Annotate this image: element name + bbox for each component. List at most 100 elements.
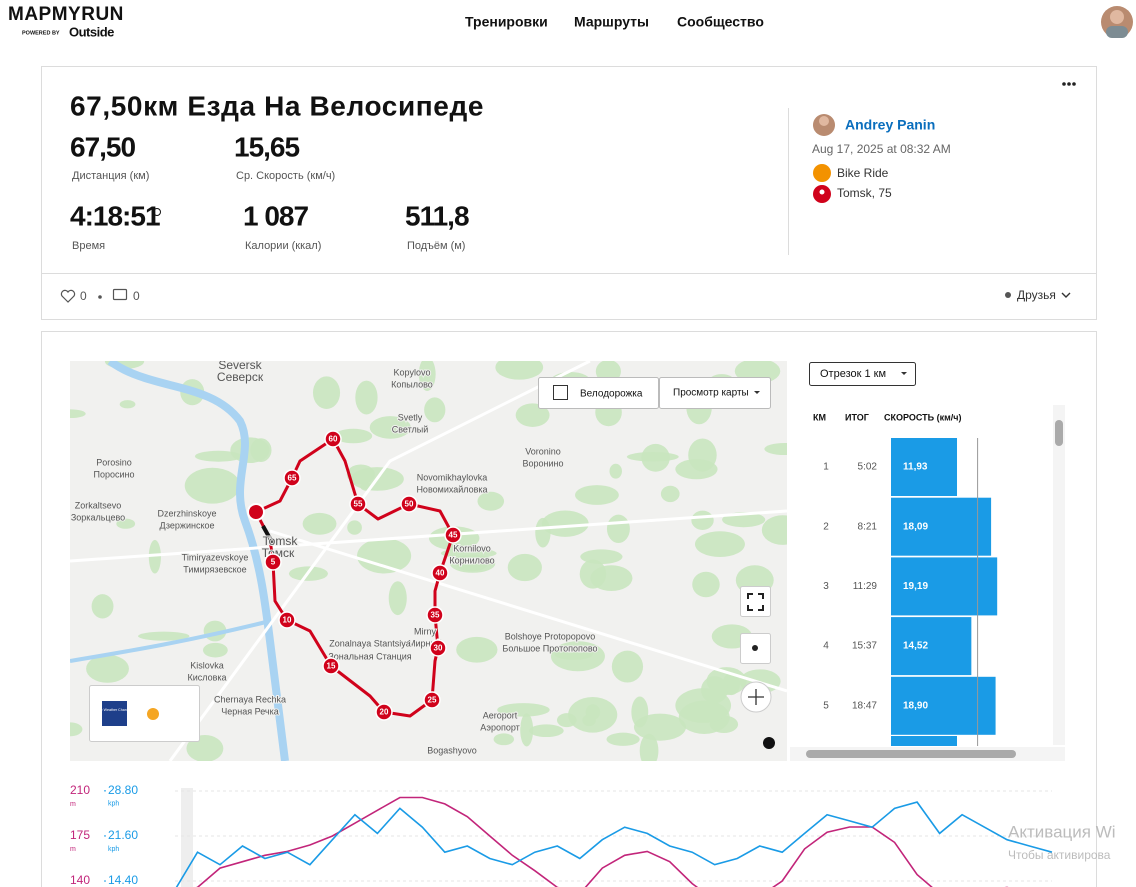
forest xyxy=(184,467,241,504)
route-start-segment xyxy=(261,525,275,545)
y-unit: m xyxy=(70,846,76,853)
forest xyxy=(529,724,564,738)
forest xyxy=(138,631,190,641)
map-control[interactable] xyxy=(740,586,771,617)
forest xyxy=(312,376,341,410)
layer-toggle[interactable] xyxy=(538,377,659,409)
table-header: КМ xyxy=(813,412,826,422)
more-dot[interactable] xyxy=(1062,82,1066,86)
like-icon[interactable] xyxy=(60,289,76,303)
map-label: Seversk xyxy=(218,358,262,372)
forest xyxy=(660,485,680,503)
speed-label: 11,93 xyxy=(903,462,928,473)
km-marker xyxy=(431,564,449,582)
speed-label: 18,90 xyxy=(903,700,928,711)
map-label: Timiryazevskoye xyxy=(182,552,249,562)
map-label: Северск xyxy=(217,370,264,384)
km-marker-label: 50 xyxy=(405,500,414,509)
road xyxy=(168,361,591,761)
map-label: Kornilovo xyxy=(453,543,491,553)
forest xyxy=(574,485,619,505)
map-label: Porosino xyxy=(96,457,132,467)
split-km: 2 xyxy=(823,521,829,532)
comment-icon[interactable] xyxy=(112,288,128,301)
map-label: Voronino xyxy=(525,446,561,456)
forest xyxy=(639,733,659,761)
map-label: Светлый xyxy=(392,424,429,434)
map-label: Кисловка xyxy=(187,672,226,682)
user-name[interactable]: Andrey Panin xyxy=(845,117,935,133)
forest xyxy=(230,437,270,464)
map-label: Zorkaltsevo xyxy=(75,500,122,510)
map-label: Копылово xyxy=(391,379,433,389)
focus-icon xyxy=(752,645,758,651)
privacy[interactable]: Друзья xyxy=(1017,288,1056,302)
map-label: Аэропорт xyxy=(480,722,520,732)
v-scrollbar-thumb[interactable] xyxy=(1055,420,1063,446)
layer-toggle-label[interactable]: Велодорожка xyxy=(580,389,643,400)
nav-link[interactable]: Тренировки xyxy=(465,14,548,30)
table-header: СКОРОСТЬ (км/ч) xyxy=(884,412,962,422)
nav-link[interactable]: Маршруты xyxy=(574,14,649,30)
nav-link[interactable]: Сообщество xyxy=(677,14,764,30)
caret xyxy=(754,391,760,394)
km-marker xyxy=(349,495,367,513)
forest xyxy=(346,464,375,485)
km-marker-label: 15 xyxy=(327,662,336,671)
forest xyxy=(70,722,83,737)
segment-select[interactable] xyxy=(809,362,916,386)
forest xyxy=(116,518,136,529)
info-button[interactable] xyxy=(763,737,775,749)
view-menu-label[interactable]: Просмотр карты xyxy=(673,388,749,399)
map-label: Dzerzhinskoye xyxy=(157,508,216,518)
km-marker xyxy=(423,691,441,709)
km-marker-label: 40 xyxy=(436,569,445,578)
caret xyxy=(901,372,907,375)
checkbox[interactable] xyxy=(553,385,568,400)
weather-box xyxy=(89,685,200,742)
weather-logo xyxy=(102,701,127,726)
map-label: Chernaya Rechka xyxy=(214,694,286,704)
forest xyxy=(334,428,373,444)
map-label: Большое Протопопово xyxy=(502,643,597,653)
km-marker-label: 25 xyxy=(428,696,437,705)
stat-label: Ср. Скорость (км/ч) xyxy=(236,170,335,182)
stat-value: 511,8 xyxy=(405,200,469,231)
map-label: Kislovka xyxy=(190,660,224,670)
y-unit: m xyxy=(70,801,76,808)
forest xyxy=(495,361,544,380)
split-km: 4 xyxy=(823,641,829,652)
more-dot[interactable] xyxy=(1067,82,1071,86)
forest xyxy=(692,571,720,598)
map-label: Novomikhaylovka xyxy=(417,472,488,482)
location: Tomsk, 75 xyxy=(837,186,892,200)
series-line xyxy=(175,801,1053,887)
river xyxy=(107,361,289,761)
forest xyxy=(520,713,534,747)
segment-select-label[interactable]: Отрезок 1 км xyxy=(820,368,886,380)
user-avatar-head xyxy=(819,116,829,126)
like-count: 0 xyxy=(80,289,87,303)
y2-tick-label: 28.80 xyxy=(108,783,138,797)
forest xyxy=(477,491,505,511)
forest xyxy=(148,539,161,574)
speed-label: 18,09 xyxy=(903,521,928,532)
fullscreen-icon xyxy=(747,593,764,611)
comment-count: 0 xyxy=(133,289,140,303)
view-menu[interactable] xyxy=(659,377,771,409)
stat-label: Время xyxy=(72,240,105,252)
forest xyxy=(424,397,446,423)
y2-tick-label: 14.40 xyxy=(108,873,138,887)
forest xyxy=(590,565,633,592)
map-label: Корнилово xyxy=(449,555,494,565)
h-scrollbar-thumb[interactable] xyxy=(806,750,1016,758)
more-dot[interactable] xyxy=(1072,82,1076,86)
forest xyxy=(633,713,687,741)
map-label: Zonalnaya Stantsiya xyxy=(329,638,411,648)
forest xyxy=(694,531,745,558)
km-marker-label: 5 xyxy=(271,558,276,567)
y-tick-label: 175 xyxy=(70,828,90,842)
